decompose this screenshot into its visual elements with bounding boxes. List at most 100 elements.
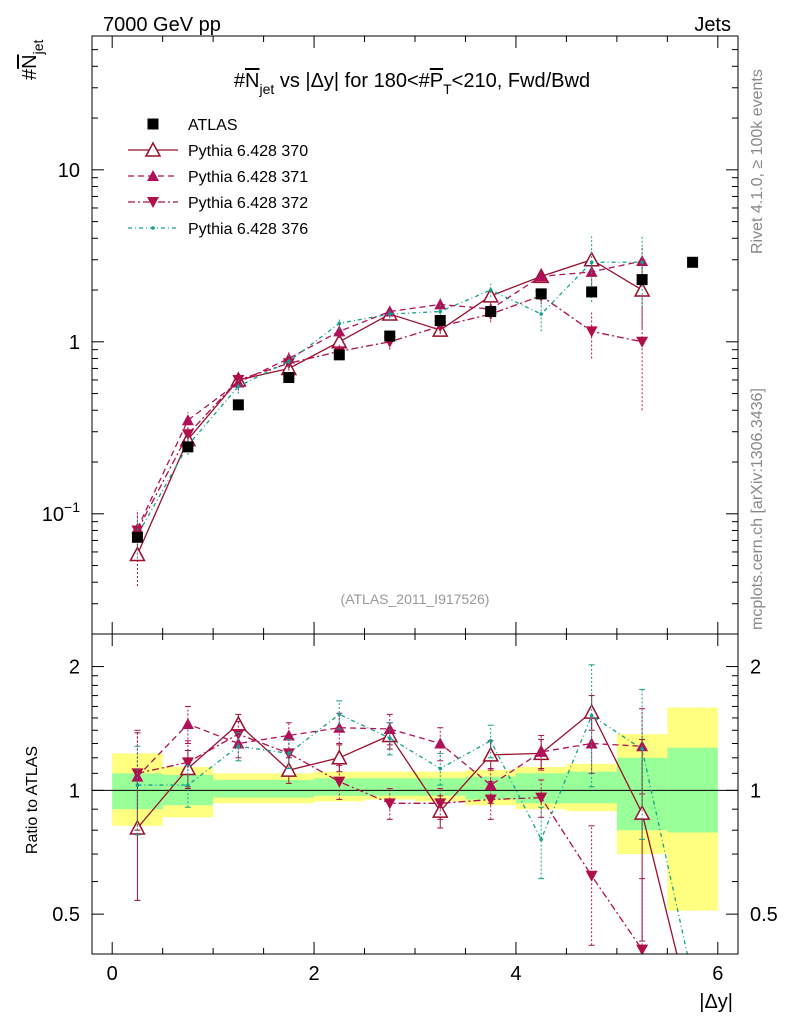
ratio-point-p372 <box>383 798 396 810</box>
main-panel: 10−1 1 10 #Njet vs |Δy| for 180<#PT<210, F… <box>19 35 739 635</box>
ratio-point-p372 <box>232 729 245 741</box>
main-ytick-label: 10−1 <box>42 499 80 526</box>
ratio-point-p372 <box>484 794 497 806</box>
series-line-p376 <box>136 261 643 536</box>
ratio-series-p376 <box>134 664 688 954</box>
point-p371 <box>585 265 598 277</box>
data-point <box>434 315 446 327</box>
ratio-series-p370 <box>129 695 678 954</box>
data-point <box>586 286 598 298</box>
ratio-point-p370 <box>280 761 298 777</box>
main-ytick-label: 1 <box>69 332 80 354</box>
point-p371 <box>181 414 194 426</box>
ratio-ytick-label-right: 1 <box>750 780 761 802</box>
legend-label-p370: Pythia 6.428 370 <box>188 143 308 160</box>
point-p376 <box>539 312 543 316</box>
data-point <box>636 274 648 286</box>
ratio-line-p376 <box>137 713 688 954</box>
point-p371 <box>434 298 447 310</box>
series-p372 <box>131 288 649 559</box>
ratio-point-p372 <box>434 798 447 810</box>
point-p371 <box>535 270 548 282</box>
legend-item-p370: Pythia 6.428 370 <box>128 141 308 160</box>
ratio-panel: 0 2 4 6 0.5 0.5 1 1 2 2 Ratio to ATLAS |Δy| <box>24 633 778 1013</box>
ratio-point-p371 <box>434 737 447 749</box>
data-point <box>131 531 143 543</box>
header-left: 7000 GeV pp <box>103 14 221 36</box>
point-p376 <box>640 260 644 265</box>
ratio-point-p376 <box>387 736 392 740</box>
ratio-xtick-label: 4 <box>510 963 521 985</box>
ratio-xtick-label: 6 <box>712 963 723 985</box>
ratio-ytick-label-right: 2 <box>750 657 761 679</box>
ratio-point-p371 <box>282 729 295 741</box>
ratio-ylabel: Ratio to ATLAS <box>24 746 41 854</box>
ratio-point-p376 <box>186 783 190 787</box>
ratio-line-p370 <box>136 711 678 954</box>
legend-item-p376: Pythia 6.428 376 <box>128 221 308 238</box>
ratio-point-p370 <box>482 746 499 762</box>
ratio-point-p372 <box>636 944 649 954</box>
ratio-line-p371 <box>136 723 643 786</box>
point-p371 <box>333 325 346 337</box>
point-p376 <box>589 260 594 265</box>
main-axis-ticks: 10−1 1 10 <box>42 35 738 635</box>
legend-item-p371: Pythia 6.428 371 <box>128 169 308 186</box>
point-p372 <box>131 525 144 537</box>
legend-item-data: ATLAS <box>147 117 238 134</box>
data-point <box>232 399 244 411</box>
ratio-point-p372 <box>181 757 194 769</box>
ratio-point-p376 <box>287 751 291 756</box>
legend-marker-data <box>147 118 159 130</box>
ratio-point-p371 <box>484 779 497 791</box>
ratio-xtick-label: 2 <box>309 963 320 985</box>
legend-item-p372: Pythia 6.428 372 <box>128 195 308 212</box>
ratio-point-p372 <box>585 870 598 882</box>
rivet-label: Rivet 4.1.0, ≥ 100k events <box>749 69 766 254</box>
legend-marker-p376 <box>151 226 155 230</box>
ratio-point-p376 <box>236 744 241 749</box>
legend-label-p372: Pythia 6.428 372 <box>188 195 308 212</box>
main-ylabel: #Njet <box>19 40 46 80</box>
ratio-point-p372 <box>535 792 548 804</box>
data-point <box>384 330 396 342</box>
ratio-band-inner <box>566 771 617 804</box>
main-ytick-label: 10 <box>58 160 80 182</box>
ratio-ytick-label: 2 <box>69 657 80 679</box>
point-p376 <box>236 384 241 389</box>
legend-marker-p371 <box>147 170 159 181</box>
ratio-band-inner <box>263 779 315 798</box>
ratio-point-p376 <box>438 766 443 771</box>
data-point <box>485 306 497 318</box>
series-p371 <box>131 247 649 550</box>
data-point <box>687 256 699 268</box>
point-p372 <box>636 336 649 348</box>
point-p376 <box>287 359 291 364</box>
ratio-point-p371 <box>181 717 194 729</box>
ratio-point-p372 <box>333 776 346 788</box>
series-data <box>131 256 699 543</box>
point-p372 <box>585 326 598 338</box>
legend-marker-p372 <box>147 197 159 208</box>
ratio-point-p370 <box>331 749 348 765</box>
ratio-ytick-label: 1 <box>69 780 80 802</box>
ratio-point-p376 <box>488 738 493 743</box>
ratio-point-p376 <box>337 712 342 717</box>
ratio-frame <box>91 633 739 955</box>
ratio-band-inner <box>364 778 415 796</box>
point-p376 <box>438 309 443 314</box>
ratio-point-p376 <box>539 837 543 842</box>
data-point <box>182 441 194 453</box>
ratio-point-p371 <box>535 745 548 757</box>
data-point <box>333 349 345 361</box>
point-p376 <box>488 288 493 292</box>
ratio-point-p371 <box>383 722 396 734</box>
series-line-p371 <box>136 260 643 529</box>
ratio-point-p371 <box>585 737 598 749</box>
ratio-plot-area <box>129 664 688 954</box>
legend: ATLAS Pythia 6.428 370 Pythia 6.428 371 Pyt… <box>128 117 308 238</box>
series-p376 <box>135 234 644 559</box>
data-point <box>283 372 295 384</box>
ratio-ytick-label-right: 0.5 <box>750 904 778 926</box>
